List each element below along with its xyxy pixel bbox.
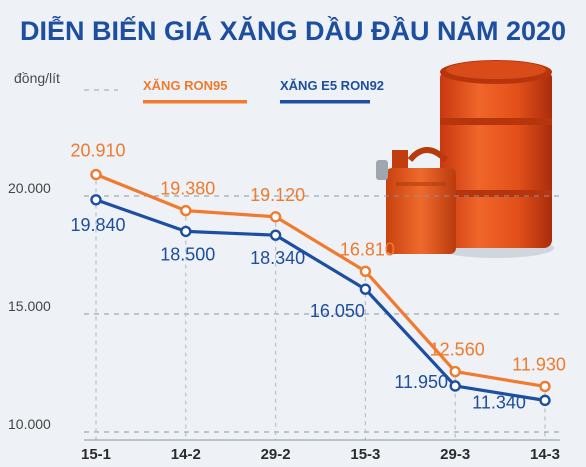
axes: 20.000 15.000 10.000 15-1 14-2 29-2 15-3 29-3 14… bbox=[8, 180, 560, 463]
legend-swatch-e5-ron92 bbox=[280, 100, 370, 104]
data-point bbox=[449, 380, 461, 392]
data-label: 19.380 bbox=[160, 179, 215, 199]
y-tick-label: 15.000 bbox=[8, 298, 51, 314]
legend-label-ron95: XĂNG RON95 bbox=[143, 78, 228, 93]
oil-barrel-icon bbox=[438, 60, 554, 258]
data-point bbox=[449, 365, 461, 378]
data-point bbox=[539, 394, 551, 407]
data-point bbox=[180, 225, 192, 238]
data-point bbox=[359, 265, 372, 277]
legend-swatch-ron95 bbox=[143, 100, 247, 104]
x-tick-label: 14-3 bbox=[530, 446, 560, 463]
data-label: 12.560 bbox=[430, 340, 485, 360]
series-line-e5-ron92 bbox=[95, 198, 546, 402]
x-tick-label: 29-2 bbox=[261, 446, 291, 463]
data-label: 16.050 bbox=[310, 301, 365, 321]
data-label: 19.840 bbox=[70, 215, 125, 235]
data-point bbox=[269, 229, 282, 241]
data-point bbox=[180, 204, 192, 217]
x-tick-label: 29-3 bbox=[440, 446, 470, 463]
x-tick-label: 15-3 bbox=[350, 446, 380, 463]
data-point bbox=[90, 168, 102, 181]
data-point bbox=[359, 283, 372, 295]
data-label: 16.810 bbox=[340, 239, 395, 259]
data-label: 18.340 bbox=[250, 248, 305, 268]
x-tick-label: 15-1 bbox=[81, 446, 111, 463]
chart-title: DIỄN BIẾN GIÁ XĂNG DẦU ĐẦU NĂM 2020 bbox=[20, 15, 566, 46]
legend-label-e5-ron92: XĂNG E5 RON92 bbox=[280, 78, 384, 93]
y-tick-label: 10.000 bbox=[8, 416, 51, 432]
y-axis-unit-label: đồng/lít bbox=[14, 70, 60, 86]
y-tick-label: 20.000 bbox=[8, 180, 51, 196]
x-tick-label: 14-2 bbox=[171, 446, 201, 463]
legend: XĂNG RON95 XĂNG E5 RON92 bbox=[143, 78, 384, 104]
data-label: 19.120 bbox=[250, 185, 305, 205]
series-line-ron95 bbox=[95, 173, 546, 389]
data-label: 20.910 bbox=[70, 141, 125, 161]
data-point bbox=[269, 211, 282, 223]
data-label: 11.930 bbox=[512, 354, 566, 374]
jerrycan-icon bbox=[376, 147, 456, 254]
data-point bbox=[90, 194, 102, 206]
data-label: 11.950 bbox=[394, 372, 448, 392]
data-label: 18.500 bbox=[160, 244, 215, 264]
data-label: 11.340 bbox=[472, 392, 526, 412]
data-point bbox=[539, 380, 551, 393]
plot-area: 20.910 19.380 19.120 16.810 12.560 11.930 19.8… bbox=[70, 141, 565, 413]
